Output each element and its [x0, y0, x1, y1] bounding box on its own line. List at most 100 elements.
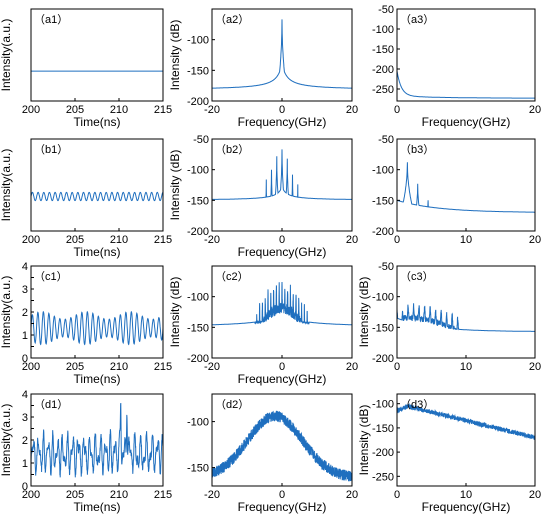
panel-d1: 200 205 210 215 0 1 2 3 4 （d1） Time(ns) Intensity(a… — [0, 389, 172, 514]
panel-c3: 0 10 20 -200 -150 -100 -50 （c3） Intensity (dB) — [357, 261, 541, 373]
series-line-c3 — [397, 303, 535, 332]
y-axis-label: Intensity(a.u.) — [0, 149, 13, 222]
series-line-a2 — [212, 19, 352, 89]
xtick-label: 0 — [394, 489, 400, 501]
series-line-d3 — [397, 402, 535, 440]
ytick-label: -150 — [187, 463, 209, 475]
ytick-label: -100 — [372, 399, 394, 411]
xtick-label: 0 — [279, 104, 285, 116]
ytick-label: -150 — [187, 195, 209, 207]
panel-b1: 200 205 210 215 （b1） Time(ns) Intensity(a.u.) — [0, 138, 172, 259]
axes-frame-a3 — [396, 8, 536, 102]
series-line-b3 — [397, 162, 535, 213]
ytick-label: -50 — [378, 4, 394, 16]
xtick-label: 20 — [346, 489, 358, 501]
ytick-label: -150 — [187, 322, 209, 334]
panel-label: （b2） — [215, 143, 249, 156]
ytick-label: -100 — [187, 292, 209, 304]
x-axis-label: Frequency(GHz) — [238, 500, 327, 514]
x-axis-label: Frequency(GHz) — [422, 115, 511, 129]
x-axis-label: Frequency(GHz) — [238, 115, 327, 129]
ytick-label: 1 — [22, 458, 28, 470]
xtick-label: 215 — [154, 104, 172, 116]
ytick-label: 0 — [22, 481, 28, 493]
xtick-label: 210 — [110, 361, 128, 373]
ytick-label: -250 — [372, 84, 394, 96]
ytick-label: -50 — [378, 134, 394, 146]
xtick-label: 0 — [394, 361, 400, 373]
ytick-label: -150 — [372, 44, 394, 56]
panel-label: （a1） — [34, 13, 68, 26]
xtick-label: 0 — [279, 489, 285, 501]
xtick-label: -20 — [204, 104, 220, 116]
ytick-label: 3 — [22, 412, 28, 424]
xtick-label: 10 — [460, 361, 472, 373]
xtick-label: 20 — [529, 361, 541, 373]
panel-label: （c3） — [400, 270, 434, 283]
panel-label: （b1） — [34, 143, 68, 156]
panel-label: （b3） — [400, 143, 434, 156]
xtick-label: 205 — [66, 234, 84, 246]
xtick-label: 205 — [66, 489, 84, 501]
xtick-label: 200 — [22, 361, 40, 373]
xtick-label: -20 — [204, 489, 220, 501]
ytick-label: 2 — [22, 435, 28, 447]
panel-label: （c1） — [34, 270, 68, 283]
y-axis-label: Intensity (dB) — [168, 20, 182, 91]
ytick-label: -150 — [372, 195, 394, 207]
series-line-c1 — [31, 310, 163, 346]
ytick-label: -100 — [187, 165, 209, 177]
ytick-label: 4 — [22, 389, 28, 401]
axes-frame-a1 — [30, 8, 164, 102]
ytick-label: -50 — [378, 261, 394, 273]
xtick-label: 0 — [394, 104, 400, 116]
xtick-label: 20 — [529, 104, 541, 116]
ytick-label: -200 — [372, 353, 394, 365]
series-line-b1 — [31, 191, 163, 202]
y-axis-label: Intensity(a.u.) — [0, 404, 13, 477]
y-axis-label: Intensity (dB) — [168, 150, 182, 221]
ytick-label: -100 — [372, 24, 394, 36]
ytick-label: -100 — [372, 292, 394, 304]
ytick-label: -200 — [187, 353, 209, 365]
ytick-label: -200 — [372, 447, 394, 459]
xtick-label: 200 — [22, 489, 40, 501]
ytick-label: 3 — [22, 284, 28, 296]
xtick-label: 10 — [460, 489, 472, 501]
xtick-label: 20 — [529, 234, 541, 246]
ytick-label: -100 — [187, 417, 209, 429]
x-axis-label: Time(ns) — [74, 245, 121, 259]
xtick-label: 200 — [22, 234, 40, 246]
ytick-label: -150 — [187, 65, 209, 77]
xtick-label: 215 — [154, 234, 172, 246]
xtick-label: 20 — [529, 489, 541, 501]
series-line-a3 — [397, 70, 535, 99]
xtick-label: 200 — [22, 104, 40, 116]
panel-a3: 0 20 -250 -200 -150 -100 -50 （a3） Frequency(GHz) — [372, 4, 541, 129]
ytick-label: 1 — [22, 330, 28, 342]
panel-label: （d3） — [400, 398, 434, 411]
panel-c2: -20 0 20-200-150-100（c2）Frequency(GHz)Inte… — [168, 265, 358, 386]
xtick-label: 210 — [110, 489, 128, 501]
y-axis-label: Intensity(a.u.) — [0, 276, 13, 349]
xtick-label: 0 — [394, 234, 400, 246]
panel-d2: -20 0 20 -150 -100 （d2） Frequency(GHz) — [187, 393, 358, 514]
ytick-label: -50 — [193, 134, 209, 146]
ytick-label: 4 — [22, 261, 28, 273]
x-axis-label: Time(ns) — [74, 372, 121, 386]
panel-label: （c2） — [215, 270, 249, 283]
xtick-label: 20 — [346, 234, 358, 246]
xtick-label: 205 — [66, 104, 84, 116]
y-axis-label: Intensity(a.u.) — [0, 19, 13, 92]
x-axis-label: Time(ns) — [74, 115, 121, 129]
y-axis-label: Intensity (dB) — [168, 277, 182, 348]
panel-label: （d1） — [34, 398, 68, 411]
panel-d3: 0 10 20 -250 -200 -150 -100 （d3） Frequency(GHz) I… — [357, 393, 541, 514]
ytick-label: -150 — [372, 423, 394, 435]
x-axis-label: Time(ns) — [74, 500, 121, 514]
axes-frame-b1 — [30, 138, 164, 232]
ytick-label: -200 — [187, 96, 209, 108]
ytick-label: -250 — [372, 471, 394, 483]
panel-label: （a2） — [215, 13, 249, 26]
ytick-label: -100 — [187, 35, 209, 47]
